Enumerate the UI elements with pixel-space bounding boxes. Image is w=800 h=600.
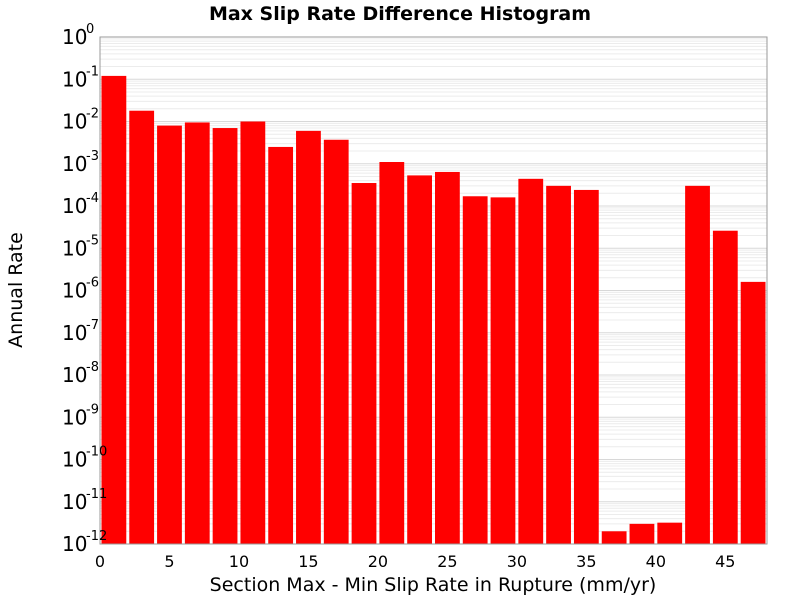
y-tick-label: 10 bbox=[62, 236, 87, 260]
bar bbox=[712, 230, 738, 544]
bar bbox=[240, 121, 266, 544]
y-tick-exponent: -4 bbox=[86, 191, 99, 206]
bar bbox=[490, 197, 516, 545]
bar bbox=[740, 281, 766, 544]
y-tick-exponent: -3 bbox=[86, 149, 99, 164]
y-tick-label: 10 bbox=[62, 321, 87, 345]
y-tick-label: 10 bbox=[62, 194, 87, 218]
y-tick-exponent: -10 bbox=[86, 445, 107, 460]
y-tick-exponent: -7 bbox=[86, 318, 99, 333]
bar bbox=[212, 128, 238, 544]
x-tick-label: 35 bbox=[576, 552, 596, 571]
bar bbox=[351, 183, 377, 544]
y-axis-label: Annual Rate bbox=[5, 232, 27, 348]
chart-title: Max Slip Rate Difference Histogram bbox=[209, 3, 591, 25]
bar bbox=[101, 75, 127, 544]
bar bbox=[407, 175, 432, 544]
bar bbox=[573, 189, 599, 544]
x-axis-label: Section Max - Min Slip Rate in Rupture (… bbox=[210, 574, 657, 596]
y-tick-label: 10 bbox=[62, 25, 87, 49]
plot-frame bbox=[99, 36, 768, 545]
x-tick-labels: 0 5 10 15 20 25 30 35 40 45 bbox=[95, 552, 736, 571]
y-tick-exponent: -1 bbox=[86, 64, 99, 79]
x-tick-label: 10 bbox=[229, 552, 249, 571]
y-tick-label: 10 bbox=[62, 279, 87, 303]
y-tick-exponent: -11 bbox=[86, 487, 107, 502]
bar bbox=[296, 130, 321, 544]
bar bbox=[629, 523, 655, 544]
bar bbox=[657, 522, 683, 544]
y-tick-label: 10 bbox=[62, 448, 87, 472]
bar bbox=[268, 146, 294, 545]
y-tick-exponent: -6 bbox=[86, 276, 99, 291]
bar bbox=[518, 178, 544, 544]
y-tick-exponent: -9 bbox=[86, 402, 99, 417]
bar bbox=[129, 110, 155, 545]
x-tick-label: 30 bbox=[507, 552, 527, 571]
y-tick-exponent: 0 bbox=[86, 22, 94, 37]
bar bbox=[323, 139, 349, 545]
bar bbox=[379, 162, 405, 544]
x-tick-label: 15 bbox=[298, 552, 318, 571]
y-tick-label: 10 bbox=[62, 490, 87, 514]
y-tick-label: 10 bbox=[62, 110, 87, 134]
x-tick-label: 40 bbox=[646, 552, 666, 571]
x-tick-label: 25 bbox=[437, 552, 457, 571]
x-tick-label: 0 bbox=[95, 552, 105, 571]
y-tick-label: 10 bbox=[62, 152, 87, 176]
bar bbox=[546, 185, 571, 545]
y-tick-labels: 10010-110-210-310-410-510-610-710-810-91… bbox=[62, 22, 107, 556]
x-tick-label: 5 bbox=[164, 552, 174, 571]
bar bbox=[462, 196, 488, 544]
y-tick-exponent: -12 bbox=[86, 529, 107, 544]
bar bbox=[435, 171, 460, 544]
y-tick-exponent: -8 bbox=[86, 360, 99, 375]
bar bbox=[184, 122, 210, 545]
y-tick-label: 10 bbox=[62, 405, 87, 429]
y-tick-label: 10 bbox=[62, 532, 87, 556]
x-tick-label: 20 bbox=[368, 552, 388, 571]
y-tick-label: 10 bbox=[62, 67, 87, 91]
bar bbox=[601, 531, 627, 544]
bar bbox=[157, 125, 182, 544]
gridlines bbox=[100, 38, 767, 545]
y-tick-exponent: -2 bbox=[86, 107, 99, 122]
y-tick-label: 10 bbox=[62, 363, 87, 387]
bar bbox=[685, 185, 710, 545]
y-tick-exponent: -5 bbox=[86, 233, 99, 248]
x-tick-label: 45 bbox=[715, 552, 735, 571]
bars bbox=[101, 75, 766, 545]
